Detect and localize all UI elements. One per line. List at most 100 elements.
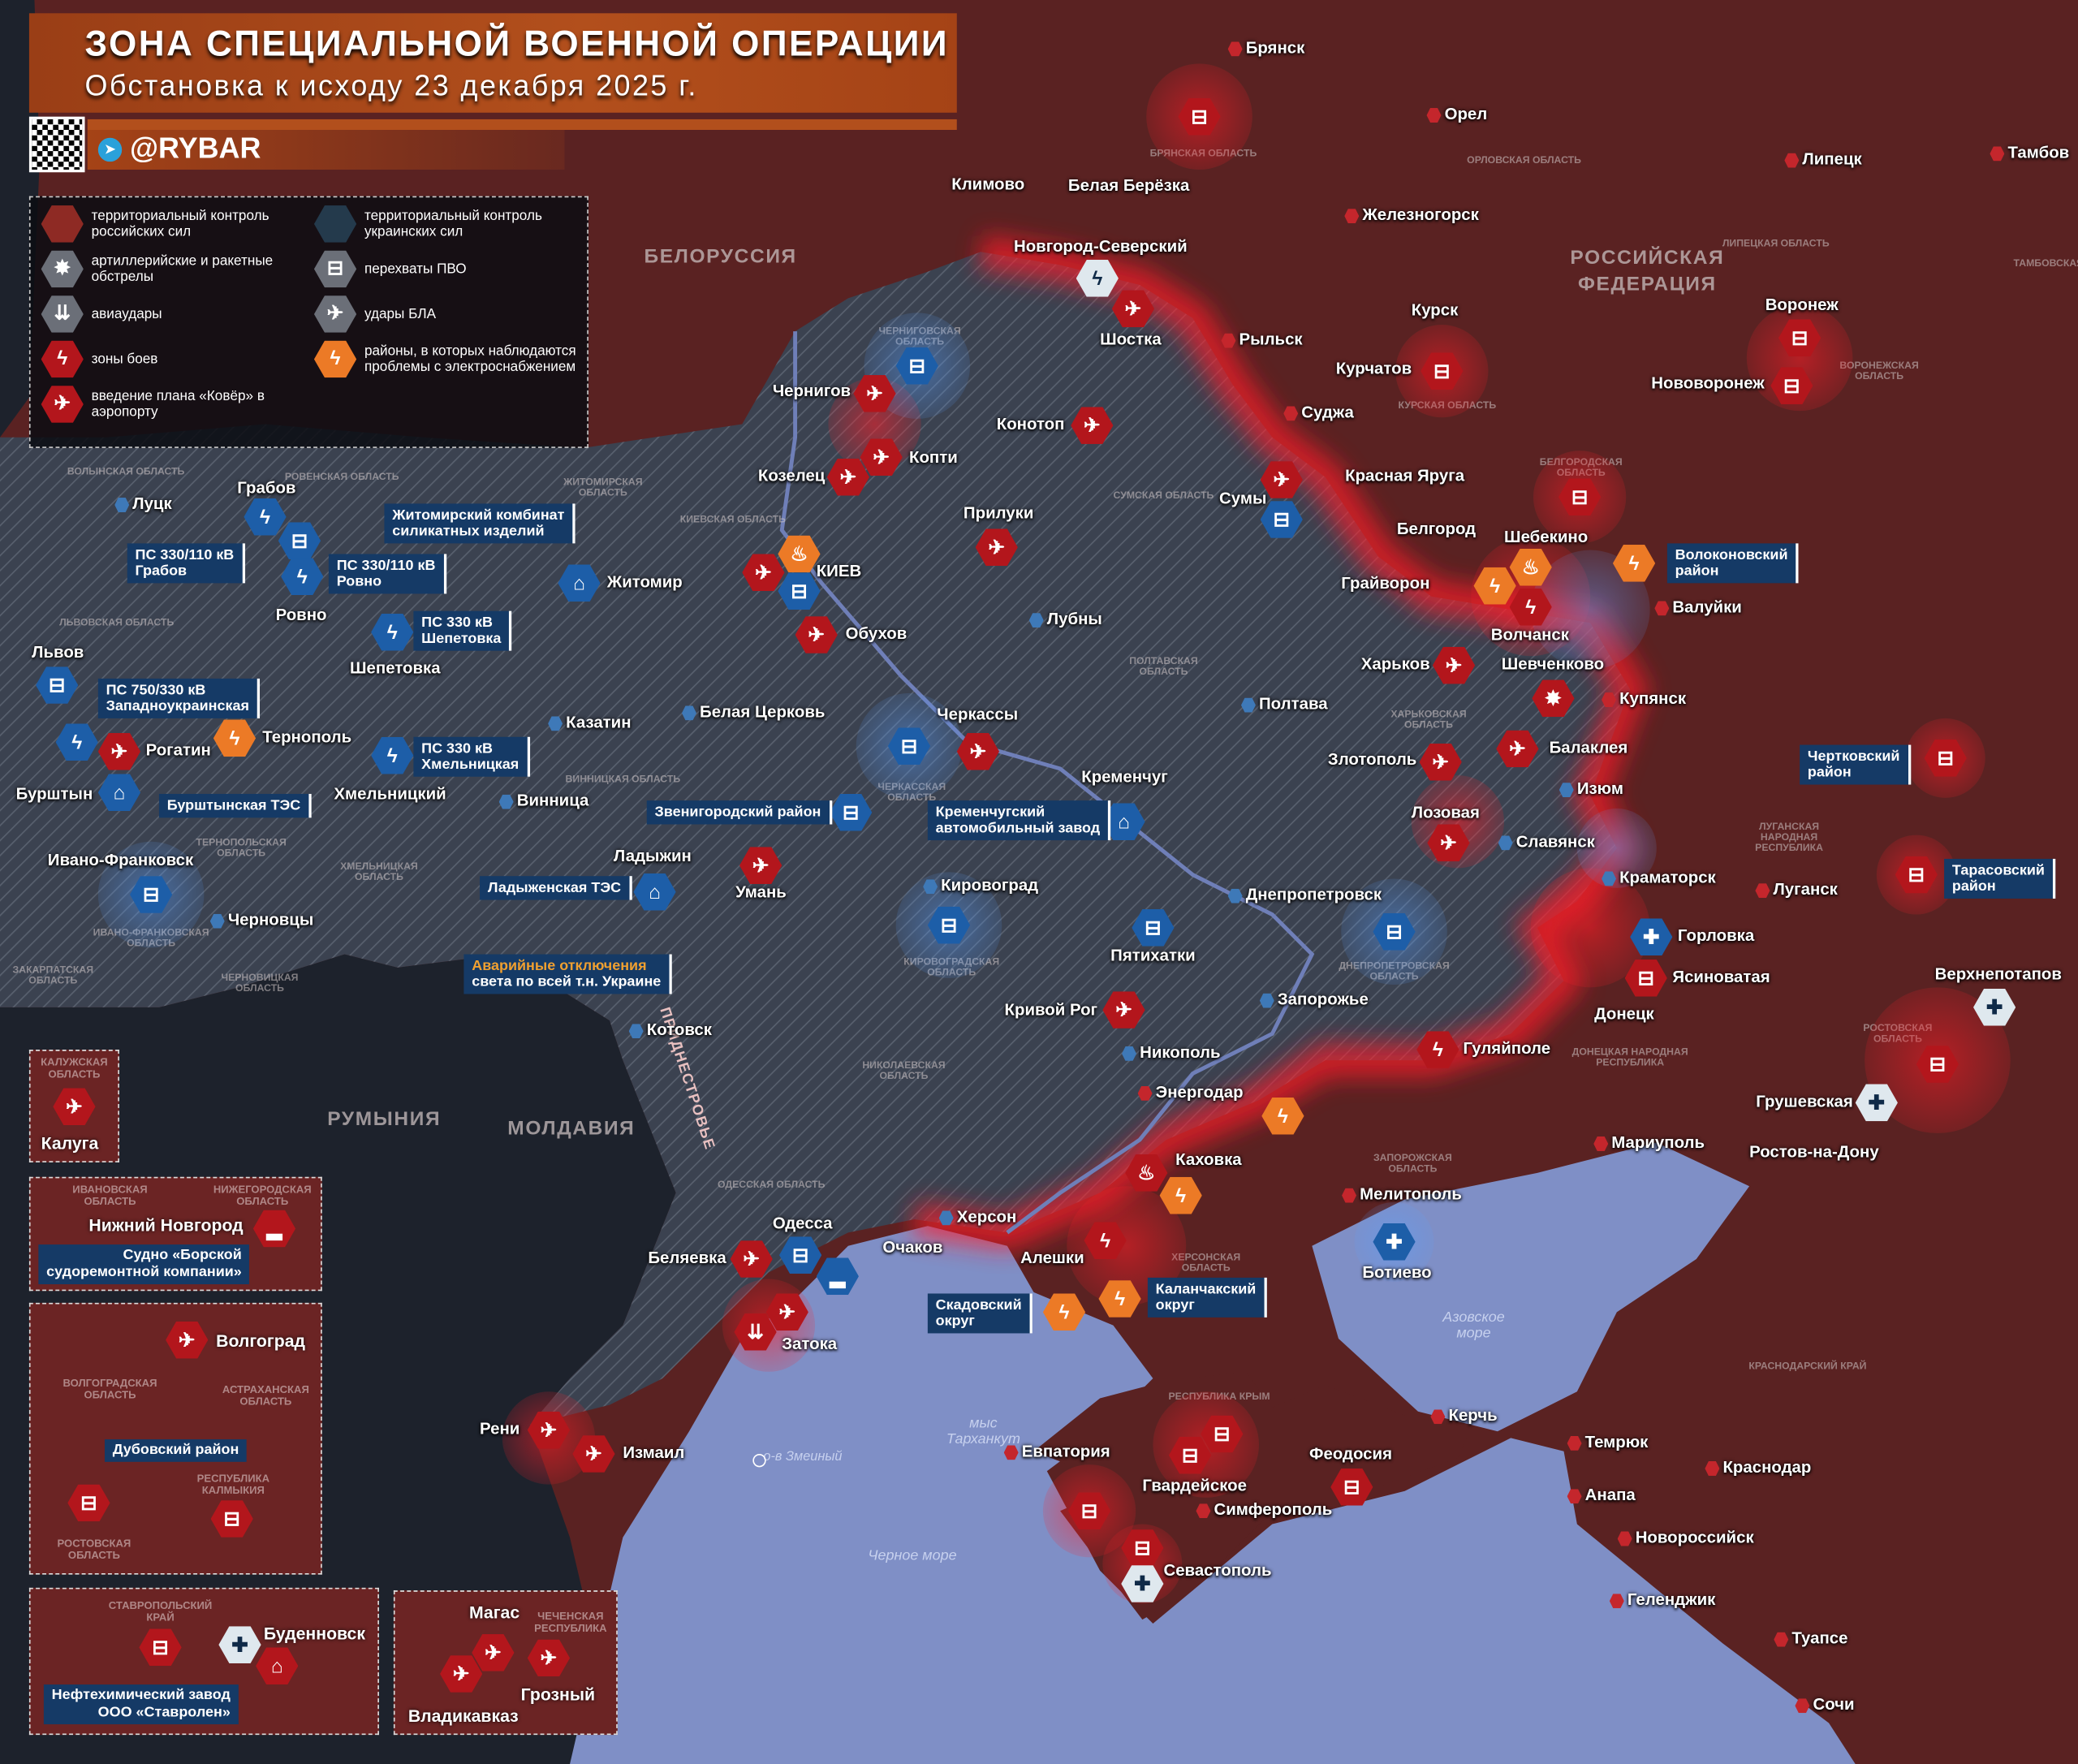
kover-plan-marker[interactable]: ✈ — [166, 1321, 209, 1359]
inset-city-label[interactable]: Грозный — [520, 1684, 596, 1705]
city-label[interactable]: Балаклея — [1549, 738, 1628, 757]
city-label[interactable]: Керчь — [1448, 1406, 1498, 1425]
kover-plan-marker[interactable]: ✈ — [527, 1639, 571, 1677]
city-marker[interactable] — [1567, 1489, 1582, 1504]
city-label[interactable]: Шебекино — [1504, 527, 1589, 546]
city-label[interactable]: Ровно — [275, 606, 327, 624]
city-label[interactable]: Кировоград — [941, 876, 1039, 895]
city-label[interactable]: Воронеж — [1765, 295, 1839, 314]
city-label[interactable]: Валуйки — [1672, 597, 1742, 617]
inset-callout[interactable]: Дубовский район — [104, 1439, 248, 1462]
factory-marker[interactable]: ⌂ — [256, 1647, 299, 1685]
city-label[interactable]: Шевченково — [1501, 654, 1605, 674]
city-label[interactable]: Изюм — [1576, 778, 1623, 798]
city-label[interactable]: Темрюк — [1584, 1432, 1649, 1451]
callout-3[interactable]: ПС 330 кВ Шепетовка — [413, 610, 512, 651]
kover-plan-marker[interactable]: ✈ — [472, 1634, 515, 1671]
city-label[interactable]: Красная Яруга — [1345, 466, 1465, 485]
city-marker[interactable] — [548, 716, 563, 731]
power-outage-marker[interactable]: ϟ — [1042, 1293, 1086, 1331]
city-label[interactable]: Краснодар — [1722, 1457, 1812, 1477]
city-marker[interactable] — [1755, 883, 1770, 899]
city-marker[interactable] — [1003, 1445, 1019, 1460]
drone-ukr-marker[interactable]: ✚ — [1973, 988, 2016, 1026]
city-label[interactable]: Липецк — [1802, 149, 1862, 169]
city-marker[interactable] — [1795, 1698, 1810, 1714]
city-label[interactable]: Гуляйполе — [1463, 1038, 1551, 1058]
callout-8[interactable]: Звенигородский район — [646, 800, 832, 825]
city-label[interactable]: Ивано-Франковск — [47, 851, 194, 870]
city-label[interactable]: Беляевка — [648, 1248, 726, 1267]
city-label[interactable]: Лубны — [1046, 610, 1102, 628]
city-label[interactable]: Курск — [1411, 300, 1459, 320]
callout-6[interactable]: ПС 330 кВ Хмельницкая — [413, 736, 530, 777]
callout-2[interactable]: Житомирский комбинат силикатных изделий — [384, 503, 576, 544]
city-label[interactable]: Геленджик — [1627, 1590, 1716, 1610]
city-marker[interactable] — [1342, 1188, 1357, 1203]
inset-city-label[interactable]: Калуга — [41, 1132, 99, 1154]
air-defense-marker[interactable]: ⊟ — [1624, 960, 1667, 997]
drone-ukr-marker[interactable]: ✚ — [1373, 1223, 1416, 1261]
city-marker[interactable] — [1122, 1046, 1136, 1061]
city-marker[interactable] — [1426, 108, 1442, 123]
city-label[interactable]: Суджа — [1301, 403, 1354, 422]
city-label[interactable]: Энергодар — [1155, 1082, 1244, 1102]
city-label[interactable]: Белая Берёзка — [1067, 176, 1190, 195]
city-label[interactable]: Полтава — [1259, 694, 1328, 714]
callout-0[interactable]: ПС 330/110 кВ Грабов — [127, 543, 245, 584]
city-label[interactable]: Орел — [1444, 104, 1488, 123]
city-label[interactable]: КИЕВ — [816, 562, 862, 581]
city-marker[interactable] — [1558, 783, 1574, 798]
city-label[interactable]: Сумы — [1219, 489, 1267, 508]
city-label[interactable]: Железногорск — [1362, 205, 1479, 224]
inset-city-label[interactable]: Магас — [468, 1602, 520, 1623]
air-defense-marker[interactable]: ⊟ — [210, 1500, 253, 1538]
city-label[interactable]: Грайворон — [1341, 573, 1430, 593]
fire-marker[interactable]: ♨ — [1509, 548, 1552, 586]
city-label[interactable]: Симферополь — [1214, 1500, 1333, 1520]
city-label[interactable]: Белая Церковь — [700, 702, 826, 722]
city-label[interactable]: Рогатин — [145, 740, 211, 760]
city-label[interactable]: Измаил — [623, 1443, 685, 1462]
city-marker[interactable] — [1227, 888, 1243, 904]
qr-code[interactable] — [28, 116, 85, 173]
city-label[interactable]: Тамбов — [2007, 143, 2070, 162]
callout-12[interactable]: Чертковский район — [1800, 744, 1911, 785]
city-label[interactable]: Тернополь — [262, 727, 352, 747]
city-marker[interactable] — [1602, 871, 1617, 886]
city-label[interactable]: Курчатов — [1335, 359, 1412, 378]
city-marker[interactable] — [1344, 209, 1360, 224]
inset-callout[interactable]: Нефтехимический завод ООО «Ставролен» — [43, 1684, 239, 1725]
city-label[interactable]: Анапа — [1584, 1486, 1636, 1505]
city-marker[interactable] — [1593, 1136, 1609, 1151]
city-label[interactable]: Купянск — [1619, 688, 1687, 708]
city-label[interactable]: Чернигов — [772, 382, 851, 401]
kover-plan-marker[interactable]: ✈ — [440, 1655, 483, 1693]
city-marker[interactable] — [209, 913, 225, 929]
city-marker[interactable] — [1705, 1460, 1720, 1476]
city-label[interactable]: Херсон — [956, 1207, 1017, 1227]
city-marker[interactable] — [1774, 1632, 1789, 1647]
inset-city-label[interactable]: Нижний Новгород — [88, 1215, 244, 1236]
city-label[interactable]: Гвардейское — [1142, 1476, 1247, 1495]
channel-handle[interactable]: @RYBAR — [129, 131, 261, 165]
air-defense-marker[interactable]: ⊟ — [1924, 740, 1967, 777]
city-label[interactable]: Белгород — [1396, 519, 1477, 538]
city-label[interactable]: Винница — [516, 791, 589, 810]
city-label[interactable]: Грабов — [237, 478, 296, 498]
city-label[interactable]: Лозовая — [1411, 803, 1480, 822]
city-label[interactable]: Туапсе — [1791, 1628, 1848, 1648]
city-label[interactable]: Харьков — [1360, 654, 1430, 674]
city-label[interactable]: Брянск — [1245, 38, 1305, 58]
city-label[interactable]: Кривой Рог — [1004, 1000, 1098, 1020]
city-marker[interactable] — [114, 498, 130, 513]
city-label[interactable]: Львов — [32, 642, 84, 662]
city-label[interactable]: Никополь — [1140, 1042, 1221, 1062]
drone-ukr-marker[interactable]: ✚ — [218, 1626, 261, 1663]
city-label[interactable]: Очаков — [882, 1237, 943, 1257]
city-label[interactable]: Верхнепотапов — [1934, 964, 2062, 984]
city-label[interactable]: Обухов — [845, 623, 908, 643]
drone-marker[interactable]: ✈ — [1496, 730, 1539, 768]
city-marker[interactable] — [1498, 835, 1513, 851]
city-label[interactable]: Мелитополь — [1360, 1184, 1462, 1204]
